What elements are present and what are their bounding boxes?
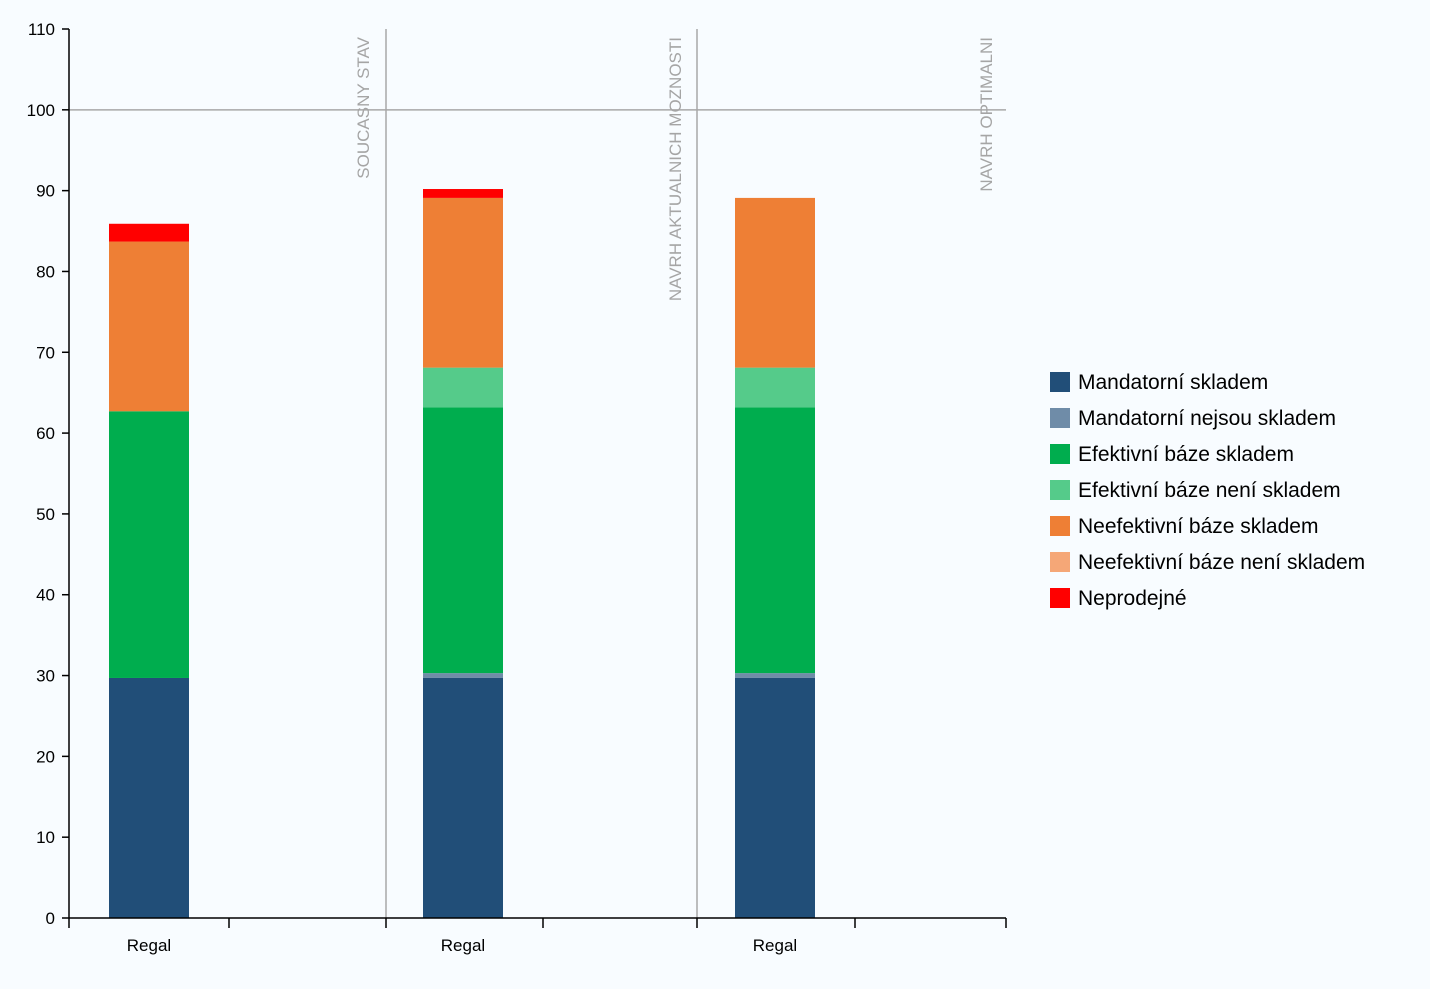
legend-swatch-7 (1050, 588, 1070, 608)
y-tick-label-30: 30 (36, 667, 55, 686)
x-tick-label-2: Regal (441, 936, 485, 955)
legend-label-7: Neprodejné (1078, 587, 1187, 610)
legend-label-1: Mandatorní skladem (1078, 371, 1268, 394)
bar-segment-1-3 (109, 411, 189, 678)
bar-segment-2-5 (423, 197, 503, 368)
legend-label-4: Efektivní báze není skladem (1078, 479, 1341, 502)
legend-label-3: Efektivní báze skladem (1078, 443, 1294, 466)
y-tick-label-110: 110 (28, 20, 55, 39)
bar-segment-2-3 (423, 407, 503, 674)
legend-swatch-6 (1050, 552, 1070, 572)
legend-label-5: Neefektivní báze skladem (1078, 515, 1318, 538)
y-tick-label-20: 20 (36, 747, 55, 766)
legend-swatch-5 (1050, 516, 1070, 536)
bar-segment-3-1 (735, 677, 815, 918)
bar-segment-3-2 (735, 673, 815, 678)
bar-segment-1-5 (109, 241, 189, 412)
legend-swatch-3 (1050, 444, 1070, 464)
y-tick-label-100: 100 (27, 101, 55, 120)
y-tick-label-90: 90 (36, 182, 55, 201)
legend-label-2: Mandatorní nejsou skladem (1078, 407, 1336, 430)
y-tick-label-0: 0 (46, 909, 55, 928)
bar-segment-1-1 (109, 677, 189, 918)
y-tick-label-60: 60 (36, 424, 55, 443)
bar-segment-2-4 (423, 367, 503, 408)
bar-segment-1-7 (109, 223, 189, 242)
group-label-3: NAVRH OPTIMALNI (977, 37, 996, 192)
y-tick-label-70: 70 (36, 343, 55, 362)
y-tick-label-80: 80 (36, 262, 55, 281)
x-tick-label-3: Regal (753, 936, 797, 955)
bar-segment-2-2 (423, 673, 503, 678)
legend-swatch-2 (1050, 408, 1070, 428)
y-tick-label-10: 10 (36, 828, 55, 847)
bar-segment-3-5 (735, 197, 815, 368)
bar-segment-3-3 (735, 407, 815, 674)
bar-segment-2-7 (423, 189, 503, 198)
legend-swatch-4 (1050, 480, 1070, 500)
legend-label-6: Neefektivní báze není skladem (1078, 551, 1365, 574)
y-tick-label-40: 40 (36, 586, 55, 605)
bar-segment-2-1 (423, 677, 503, 918)
x-tick-label-1: Regal (127, 936, 171, 955)
bar-segment-3-4 (735, 367, 815, 408)
y-tick-label-50: 50 (36, 505, 55, 524)
group-label-1: SOUCASNY STAV (354, 36, 373, 178)
legend-swatch-1 (1050, 372, 1070, 392)
group-label-2: NAVRH AKTUALNICH MOZNOSTI (666, 37, 685, 301)
